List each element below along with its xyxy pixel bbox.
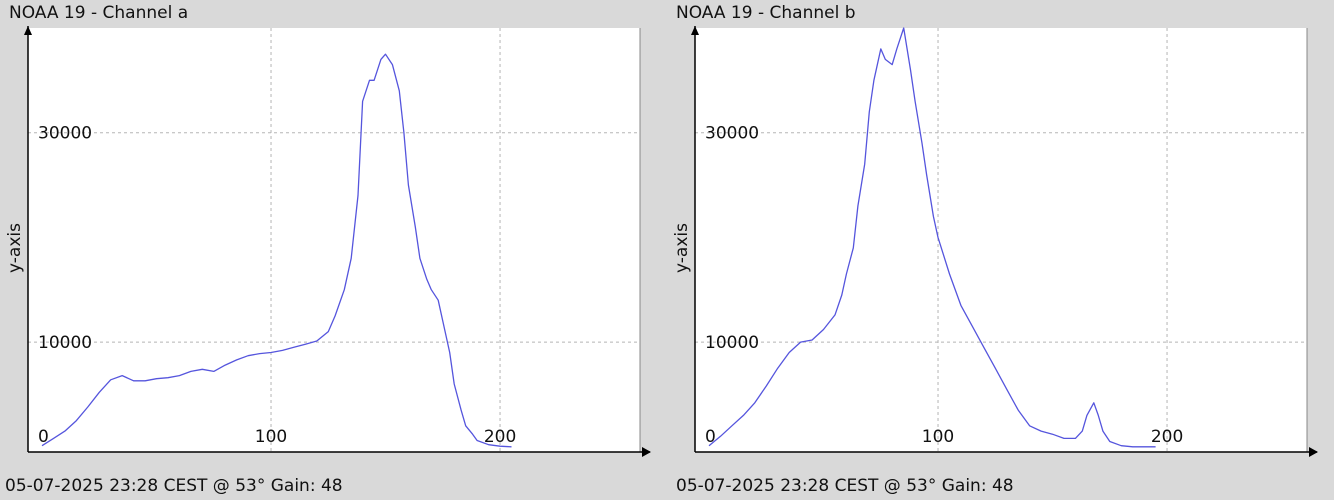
chart-a-x-tick-label: 200 bbox=[484, 427, 516, 447]
chart-a-footer: 05-07-2025 23:28 CEST @ 53° Gain: 48 bbox=[5, 476, 343, 496]
chart-a-plot: 0 100 200 10000 30000 y-axis bbox=[5, 26, 651, 457]
chart-b-plot-area bbox=[695, 28, 1307, 452]
chart-b-x-axis-arrow bbox=[1309, 447, 1318, 457]
chart-b-plot: 0 100 200 10000 30000 y-axis bbox=[672, 26, 1318, 457]
chart-a-title: NOAA 19 - Channel a bbox=[9, 3, 189, 23]
chart-b-x-tick-label: 200 bbox=[1151, 427, 1183, 447]
chart-b-y-tick-label: 10000 bbox=[705, 333, 759, 353]
chart-b-x-tick-label: 100 bbox=[922, 427, 954, 447]
chart-a-plot-area bbox=[28, 28, 640, 452]
chart-b-footer: 05-07-2025 23:28 CEST @ 53° Gain: 48 bbox=[676, 476, 1014, 496]
chart-b-y-axis-arrow bbox=[691, 26, 699, 35]
chart-b-y-axis-label: y-axis bbox=[672, 223, 692, 273]
chart-b-title: NOAA 19 - Channel b bbox=[676, 3, 856, 23]
chart-a-y-axis-arrow bbox=[24, 26, 32, 35]
chart-a-x-axis-arrow bbox=[642, 447, 651, 457]
chart-b-series-line bbox=[708, 27, 1156, 448]
chart-a-y-axis-label: y-axis bbox=[5, 223, 25, 273]
chart-b-x-tick-label: 0 bbox=[705, 427, 716, 447]
chart-a-y-tick-label: 30000 bbox=[38, 124, 92, 144]
chart-a-x-tick-label: 0 bbox=[38, 427, 49, 447]
chart-a-x-tick-label: 100 bbox=[255, 427, 287, 447]
chart-a-y-tick-label: 10000 bbox=[38, 333, 92, 353]
chart-b-y-tick-label: 30000 bbox=[705, 124, 759, 144]
chart-a-series-line bbox=[41, 53, 512, 448]
